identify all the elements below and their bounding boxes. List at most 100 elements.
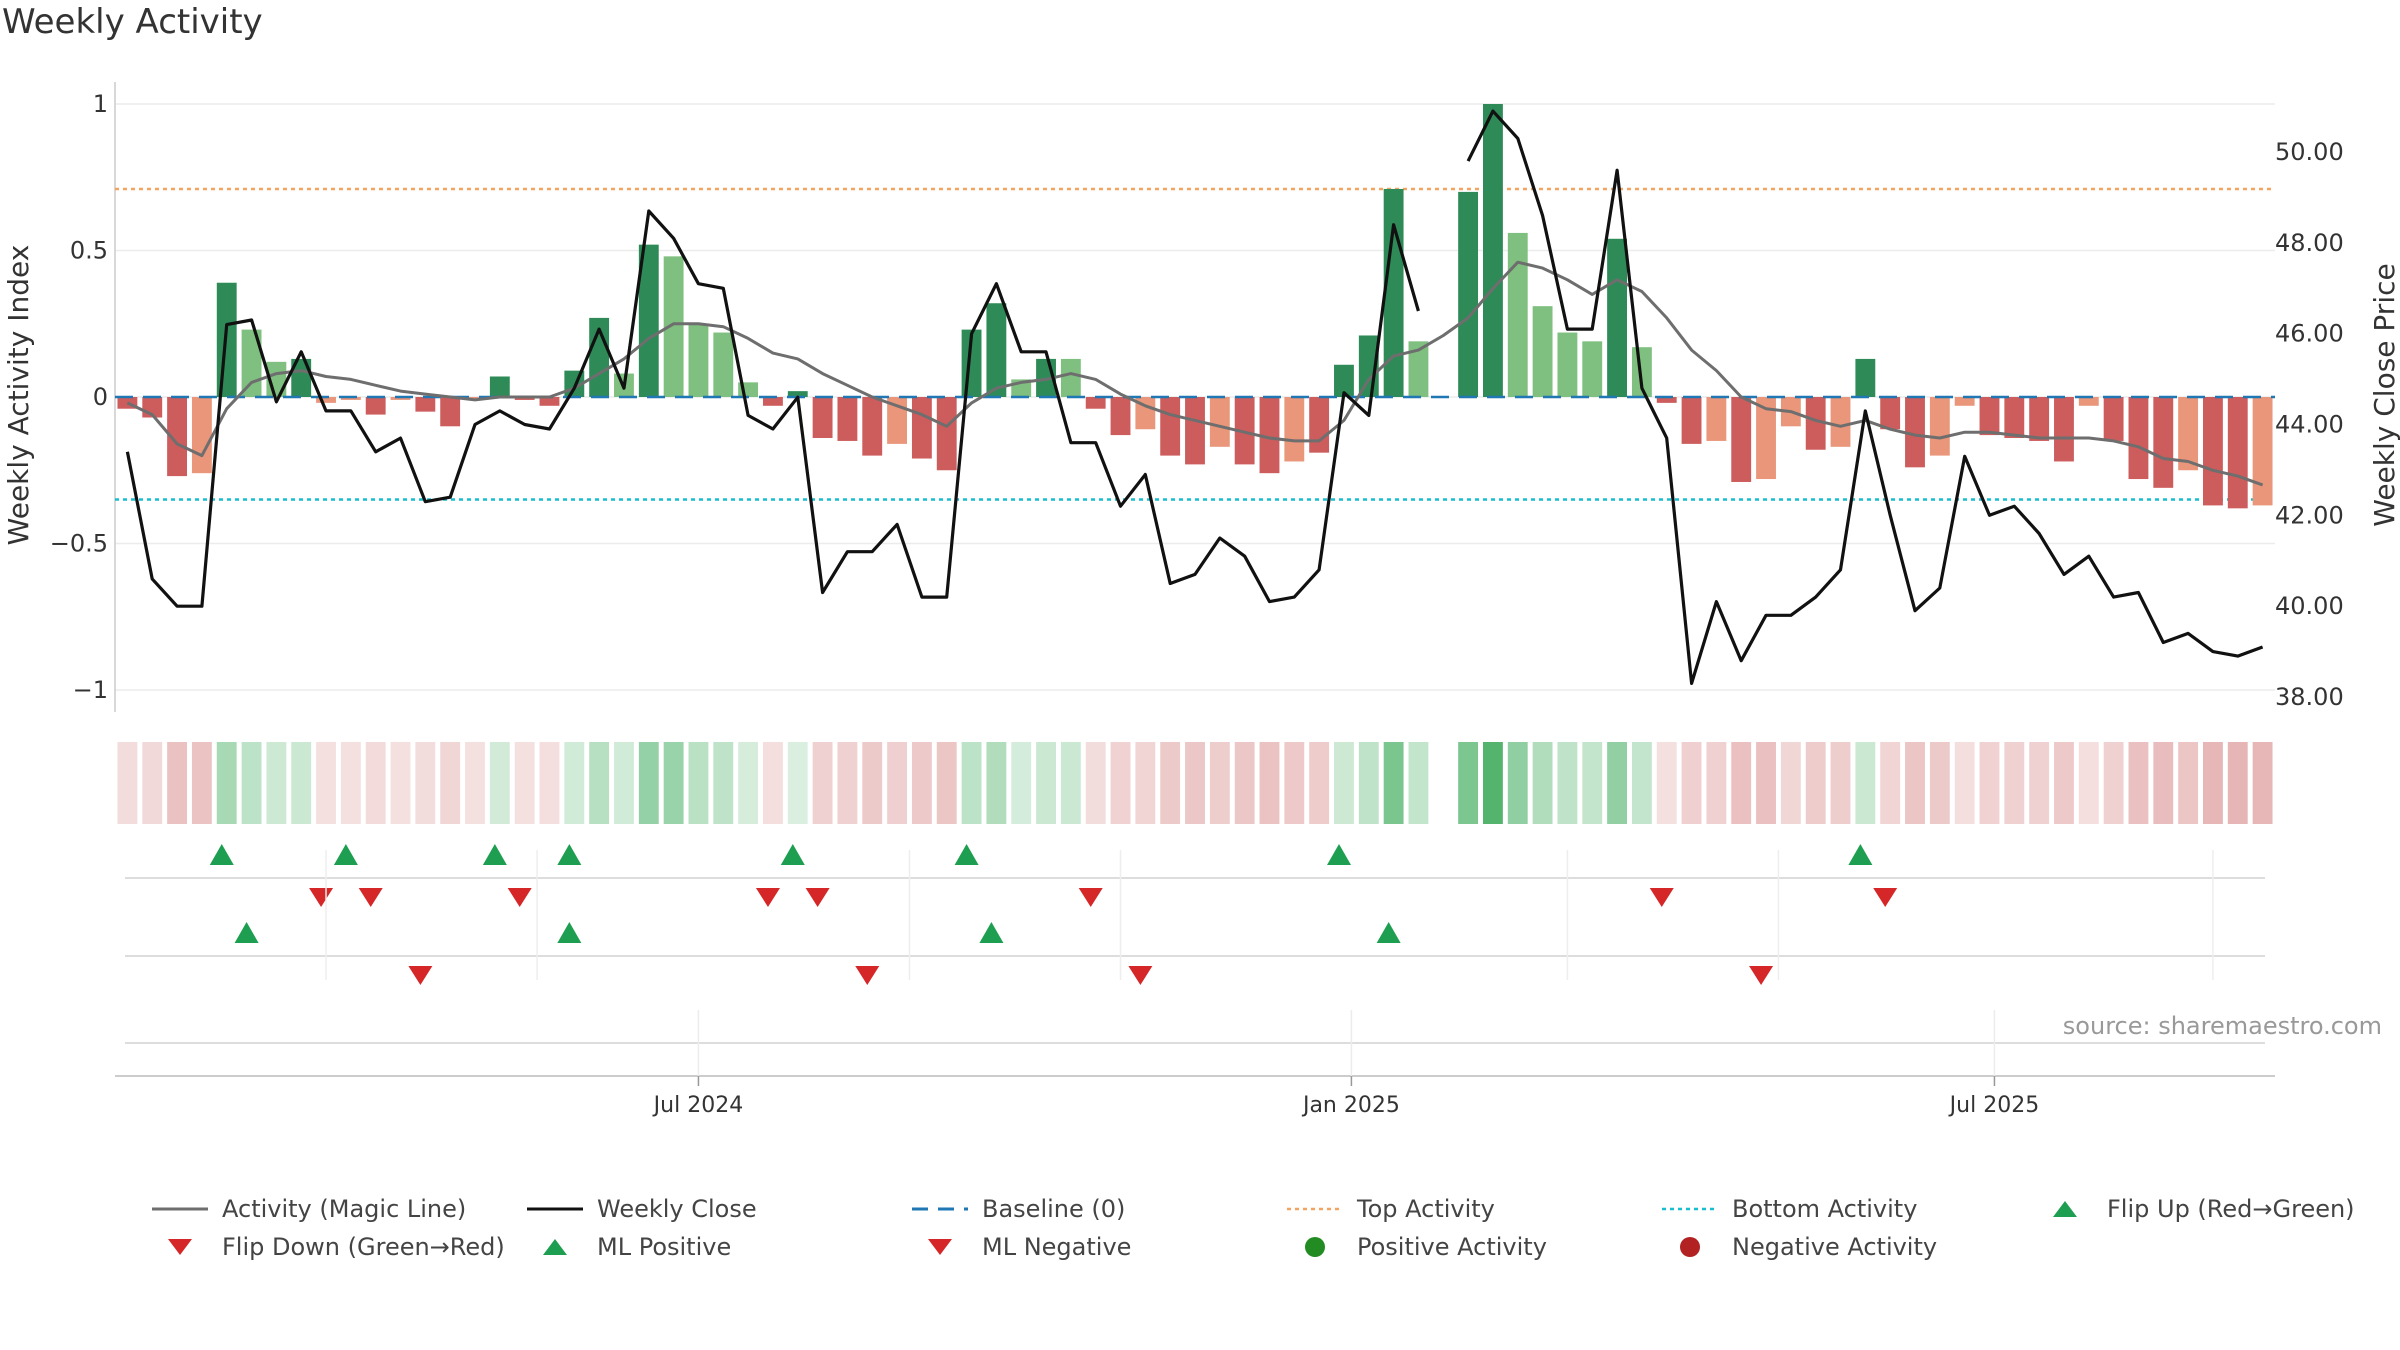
chart-title: Weekly Activity [2,2,263,42]
activity-bar [1929,397,1950,456]
activity-bar [1830,397,1851,447]
heat-cell [1805,742,1826,824]
flip-row-up-marker [557,844,582,865]
flip-row-up-marker [333,844,358,865]
activity-bar [1557,332,1578,397]
y-tick-label: −1 [73,676,108,704]
activity-bar [539,397,560,406]
weekly-close-line [1466,109,2264,686]
heat-cell [1284,742,1305,824]
activity-bar [1309,397,1330,453]
legend-item: ML Negative [910,1233,1131,1261]
legend-label: Flip Up (Red→Green) [2107,1195,2355,1223]
activity-bar [638,244,659,397]
activity-bar [1681,397,1702,444]
legend-label: Negative Activity [1732,1233,1938,1261]
legend-swatch-icon [1287,1207,1343,1211]
activity-bar [167,397,187,477]
activity-bar [663,256,684,397]
heat-cell [1060,742,1081,824]
heat-cell [2203,742,2223,824]
heat-cell [1631,742,1652,824]
y2-tick-label: 50.00 [2275,138,2344,166]
y-tick-label: 1 [93,90,108,118]
activity-bar [1483,104,1503,397]
activity-bar [2078,397,2099,406]
heat-cell [1458,742,1479,824]
heat-cell [117,742,138,824]
heat-cell [1185,742,1205,824]
heat-cell [1880,742,1901,824]
heat-cell [2128,742,2149,824]
heat-cell [1135,742,1156,824]
y2-tick-label: 48.00 [2275,229,2344,257]
y2-tick-label: 38.00 [2275,683,2344,711]
activity-bar [1756,397,1776,480]
legend-item: Top Activity [1285,1195,1495,1223]
heat-cell [241,742,262,824]
activity-bar [1334,364,1354,397]
legend-label: ML Positive [597,1233,732,1261]
heat-cell [738,742,759,824]
heat-cell [2004,742,2025,824]
heat-cell [2054,742,2074,824]
activity-bar [1954,397,1975,406]
activity-bar [911,397,932,459]
activity-bar [2227,397,2248,509]
legend-label: Weekly Close [597,1195,757,1223]
y-axis-title: Weekly Activity Index [2,245,35,546]
flip-row-up-marker [954,844,979,865]
heat-cell [2103,742,2124,824]
heat-cell [1929,742,1950,824]
heat-cell [862,742,883,824]
ml-row-down-marker [408,966,433,985]
heat-cell [614,742,634,824]
activity-bar [1706,397,1727,441]
activity-bar [1905,397,1925,468]
heat-cell [539,742,560,824]
activity-bar [117,397,138,409]
heat-cell [1954,742,1975,824]
x-tick-label: Jan 2025 [1301,1093,1400,1118]
legend-swatch-icon [1662,1207,1718,1211]
activity-bar [340,397,361,400]
heat-cell [763,742,783,824]
activity-bar [2054,397,2074,462]
flip-row-down-marker [805,888,830,907]
legend-label: Flip Down (Green→Red) [222,1233,505,1261]
heat-cell [167,742,187,824]
flip-row-up-marker [780,844,805,865]
activity-bar [763,397,783,406]
activity-bar [2029,397,2050,441]
activity-bar [2153,397,2174,488]
heat-cell [1085,742,1106,824]
activity-bar [787,391,808,397]
heat-cell [2178,742,2199,824]
heat-cell [812,742,833,824]
legend-item: Weekly Close [525,1195,757,1223]
activity-bar [1607,238,1627,397]
heat-cell [1905,742,1925,824]
activity-bar [415,397,436,412]
activity-bar [1855,358,1876,397]
heat-cell [663,742,684,824]
heat-cell [1582,742,1603,824]
activity-bar [1880,397,1901,430]
heat-cell [365,742,386,824]
activity-bar [1284,397,1305,462]
heat-cell [415,742,436,824]
legend-item: Activity (Magic Line) [150,1195,466,1223]
heat-cell [1011,742,1032,824]
activity-bar [713,332,734,397]
y-tick-label: 0.5 [70,237,108,265]
heat-cell [1383,742,1404,824]
heat-cell [291,742,312,824]
activity-bar [1731,397,1752,482]
activity-bar [812,397,833,439]
legend-swatch-icon [527,1207,583,1211]
legend-item: Flip Up (Red→Green) [2035,1195,2355,1223]
heat-cell [688,742,709,824]
heat-cell [1656,742,1677,824]
heat-cell [1234,742,1255,824]
